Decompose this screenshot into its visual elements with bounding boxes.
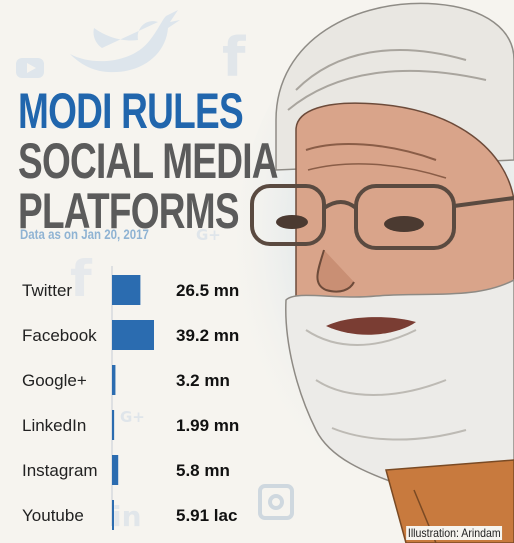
category-label: Google+ bbox=[22, 371, 87, 390]
value-label: 3.2 mn bbox=[176, 371, 230, 390]
google-plus-icon: G+ bbox=[196, 226, 221, 244]
portrait-illustration bbox=[236, 2, 514, 543]
bar bbox=[112, 320, 154, 350]
instagram-icon bbox=[258, 484, 294, 520]
value-label: 26.5 mn bbox=[176, 281, 239, 300]
value-label: 5.8 mn bbox=[176, 461, 230, 480]
title-line-3: PLATFORMS bbox=[18, 183, 240, 239]
twitter-bird-icon bbox=[70, 10, 180, 73]
illustration-credit: Illustration: Arindam bbox=[405, 526, 502, 540]
bar bbox=[112, 275, 141, 305]
data-date-subtitle: Data as on Jan 20, 2017 bbox=[20, 226, 149, 242]
category-label: Facebook bbox=[22, 326, 97, 345]
linkedin-icon: in bbox=[112, 500, 142, 533]
bar bbox=[112, 455, 119, 485]
chart-title: MODI RULES SOCIAL MEDIA PLATFORMS bbox=[18, 86, 278, 236]
value-label: 5.91 lac bbox=[176, 506, 237, 525]
category-label: Youtube bbox=[22, 506, 84, 525]
facebook-icon: f bbox=[70, 250, 92, 308]
bar bbox=[112, 500, 114, 530]
youtube-icon bbox=[16, 58, 44, 78]
category-label: Instagram bbox=[22, 461, 98, 480]
category-label: LinkedIn bbox=[22, 416, 86, 435]
value-label: 1.99 mn bbox=[176, 416, 239, 435]
bar-chart: Twitter 26.5 mn Facebook 39.2 mn Google+ 3.2 … bbox=[22, 266, 239, 530]
google-plus-icon: G+ bbox=[120, 408, 145, 426]
bar bbox=[112, 410, 115, 440]
bar bbox=[112, 365, 116, 395]
category-label: Twitter bbox=[22, 281, 72, 300]
facebook-icon: f bbox=[222, 26, 246, 89]
value-label: 39.2 mn bbox=[176, 326, 239, 345]
title-line-2: SOCIAL MEDIA bbox=[18, 133, 278, 189]
title-line-1: MODI RULES bbox=[18, 83, 244, 139]
